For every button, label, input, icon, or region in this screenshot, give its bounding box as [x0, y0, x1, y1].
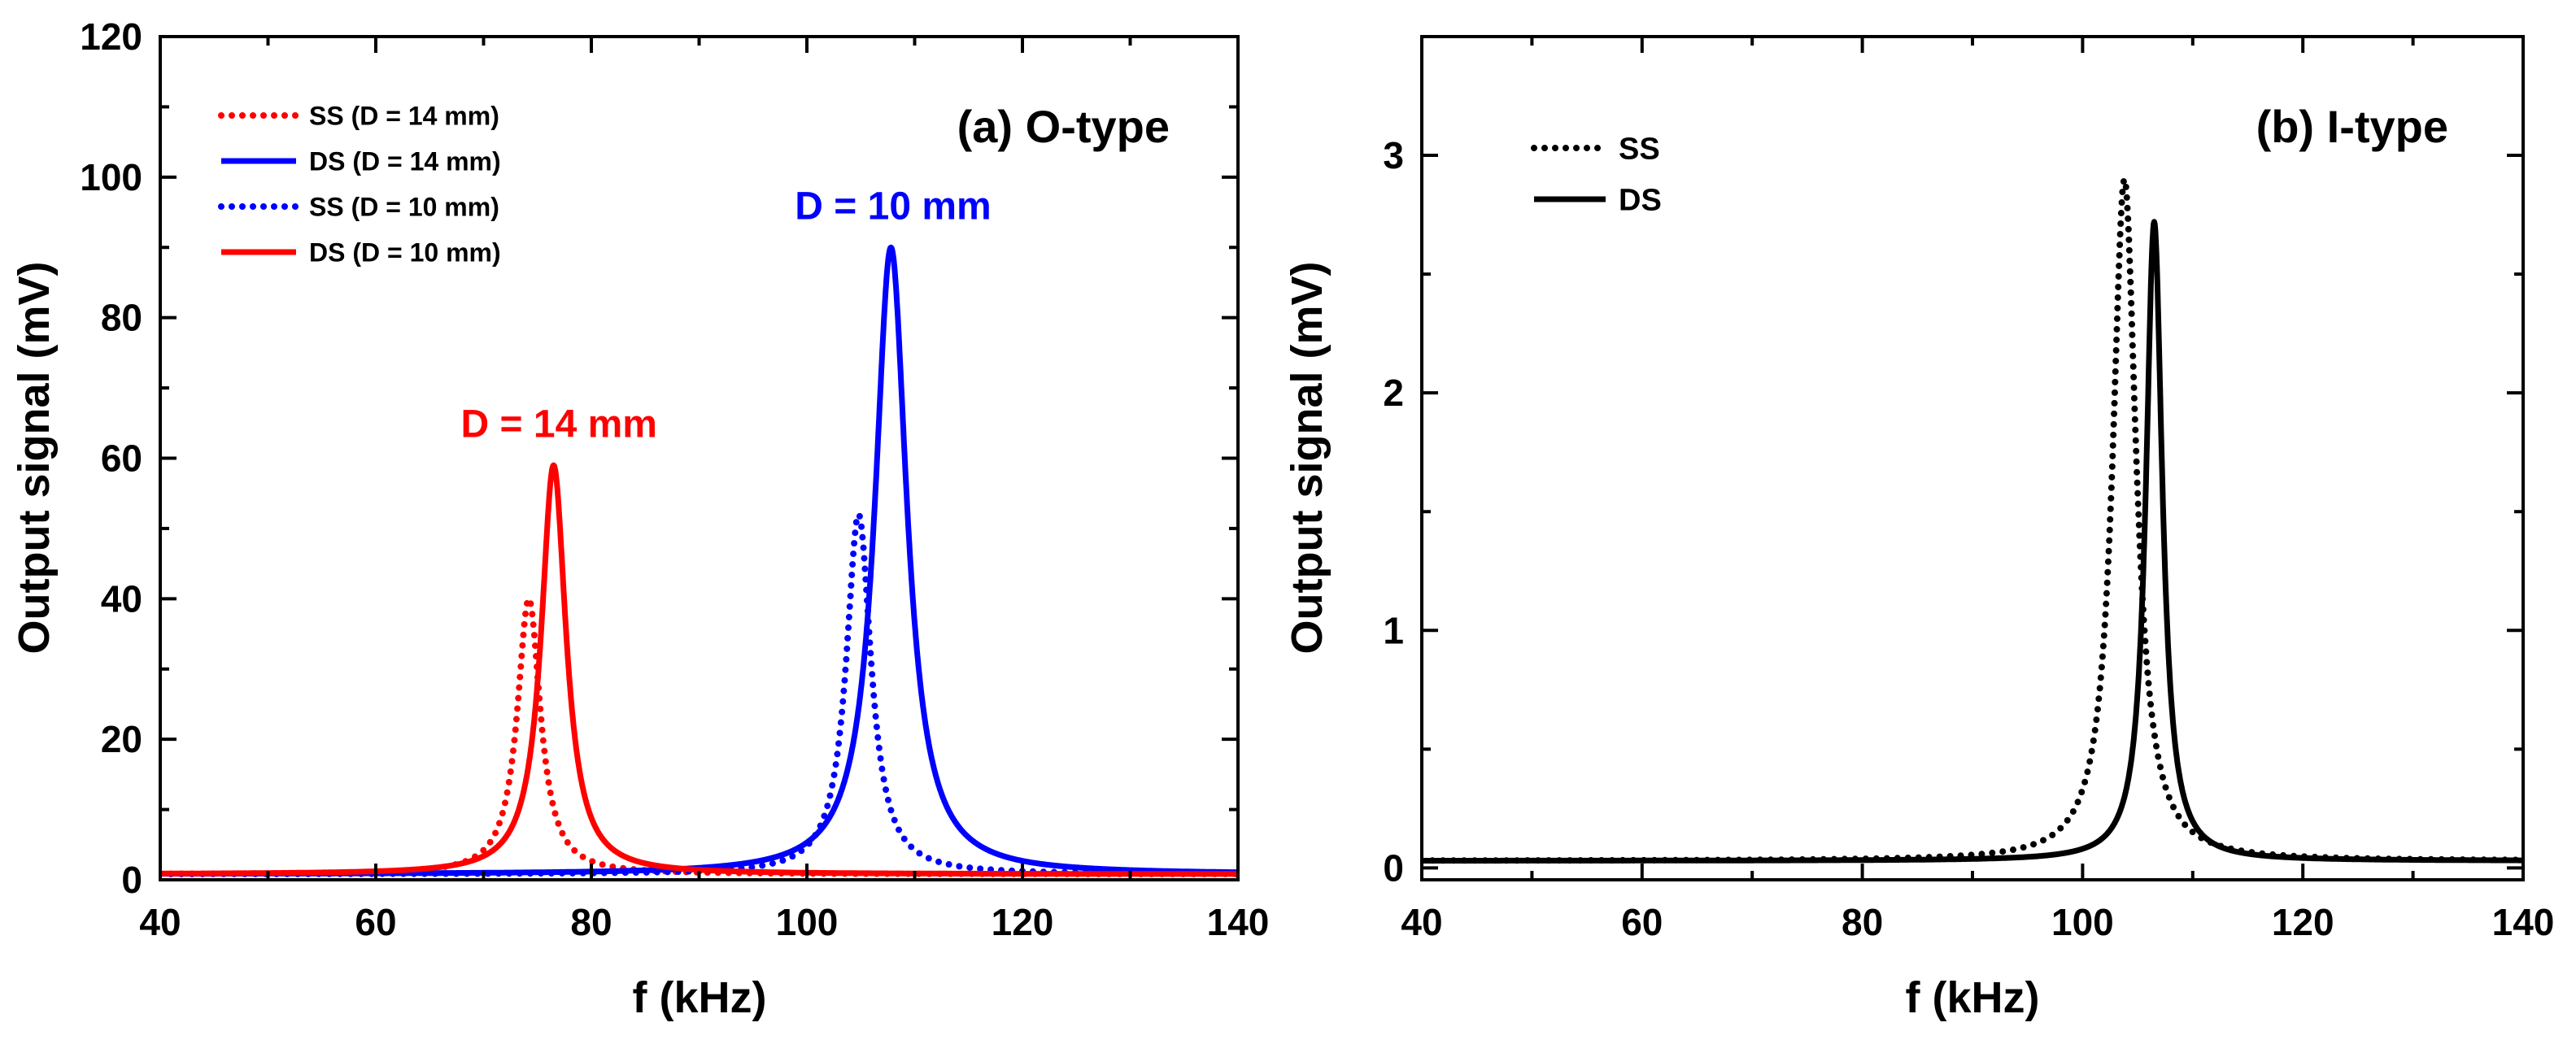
y-tick-label: 20 — [101, 718, 142, 760]
series-line-3 — [160, 462, 1238, 877]
legend-label-1: DS (D = 14 mm) — [309, 147, 501, 176]
y-tick-label: 100 — [80, 156, 142, 198]
panel-b-chart: 40 60 80 100 120 140 0 1 2 3 f (kHz) Output signal … — [1283, 35, 2555, 1022]
chart-title: (a) O-type — [957, 101, 1170, 152]
y-axis-label: Output signal (mV) — [10, 262, 59, 655]
x-tick-label: 40 — [1401, 901, 1442, 943]
peak-annotation: D = 14 mm — [461, 403, 657, 446]
series-line-2 — [160, 511, 1238, 877]
series-line-0 — [1422, 176, 2523, 864]
x-tick-label: 140 — [2492, 901, 2555, 943]
x-tick-label: 40 — [139, 901, 181, 943]
y-tick-label: 80 — [101, 297, 142, 339]
legend: SS DS — [1531, 133, 1662, 218]
y-tick-label: 3 — [1383, 134, 1404, 176]
series-line-1 — [1422, 219, 2523, 864]
x-tick-label: 120 — [2272, 901, 2334, 943]
legend: SS (D = 14 mm) DS (D = 14 mm) SS (D = 10 m… — [218, 102, 501, 268]
y-tick-label: 0 — [121, 859, 142, 901]
y-tick-label: 1 — [1383, 609, 1404, 651]
x-tick-label: 80 — [1842, 901, 1883, 943]
series-group — [1422, 176, 2523, 864]
series-line-0 — [160, 595, 1238, 877]
y-tick-label: 60 — [101, 437, 142, 480]
legend-label-0: SS — [1619, 133, 1660, 167]
peak-annotation: D = 10 mm — [795, 185, 991, 228]
y-tick-label: 40 — [101, 577, 142, 620]
x-tick-label: 80 — [570, 901, 612, 943]
x-tick-label: 100 — [776, 901, 839, 943]
legend-label-3: DS (D = 10 mm) — [309, 238, 501, 268]
plot-frame — [1420, 35, 2525, 881]
series-group — [160, 244, 1238, 877]
y-axis-label: Output signal (mV) — [1283, 262, 1332, 655]
x-tick-label: 60 — [355, 901, 396, 943]
legend-label-0: SS (D = 14 mm) — [309, 102, 499, 131]
x-axis-label: f (kHz) — [1906, 973, 2040, 1022]
legend-label-1: DS — [1619, 184, 1662, 218]
x-tick-label: 140 — [1207, 901, 1270, 943]
x-tick-label: 100 — [2051, 901, 2114, 943]
x-tick-label: 120 — [992, 901, 1054, 943]
chart-title: (b) I-type — [2256, 101, 2448, 152]
y-tick-label: 0 — [1383, 846, 1404, 889]
legend-label-2: SS (D = 10 mm) — [309, 193, 499, 222]
x-axis-label: f (kHz) — [633, 973, 767, 1022]
x-tick-label: 60 — [1621, 901, 1663, 943]
y-tick-label: 2 — [1383, 372, 1404, 414]
panel-a-chart: 40 60 80 100 120 140 0 20 40 60 80 100 120 f (kHz) Out… — [10, 15, 1269, 1022]
series-line-1 — [160, 244, 1238, 877]
y-tick-label: 120 — [80, 15, 142, 58]
